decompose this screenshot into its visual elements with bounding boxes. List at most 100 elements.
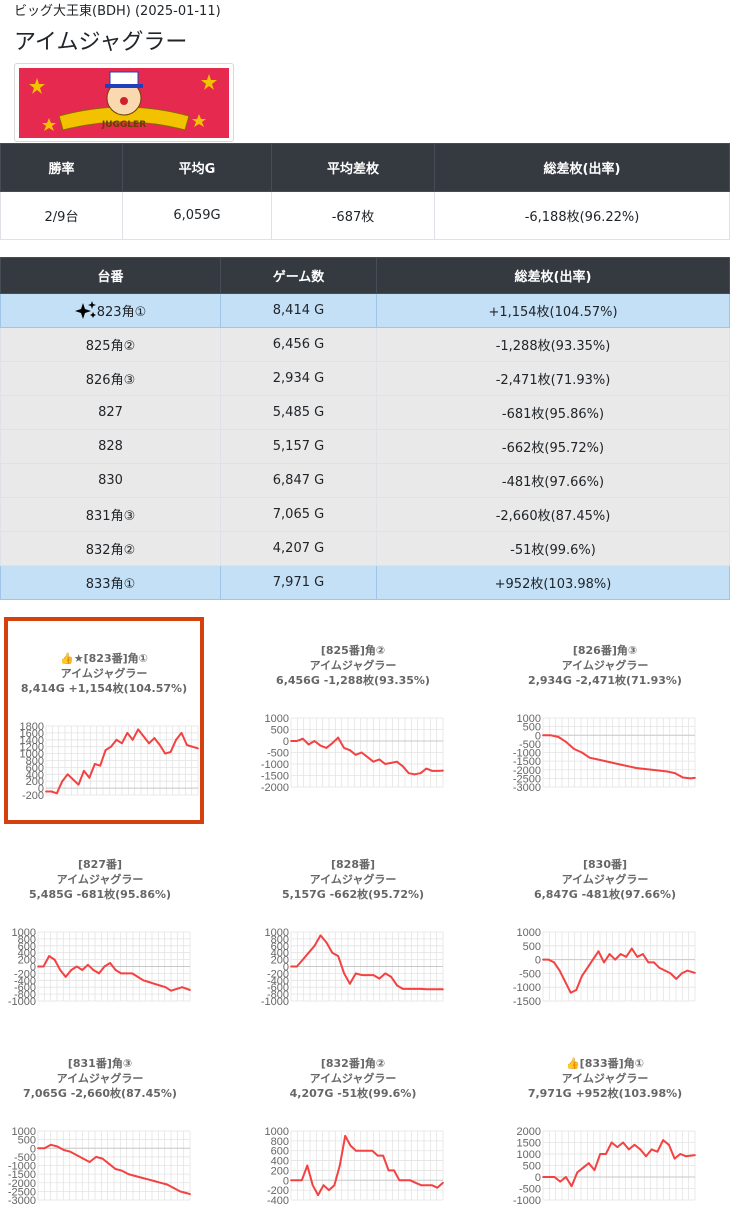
machine-number[interactable]: 831角③ [85, 509, 136, 524]
y-tick-label: -1000 [513, 1195, 541, 1207]
data-point [313, 740, 316, 742]
chart-title: [828番] [330, 858, 376, 871]
data-point [689, 777, 692, 780]
machine-row[interactable]: 823角① 8,414 G +1,154枚(104.57%) [0, 293, 730, 328]
y-tick-label: -500 [519, 968, 541, 980]
machine-diff-cell: -2,660枚(87.45%) [376, 497, 730, 532]
chart-card[interactable]: 👍[833番]角① アイムジャグラー 7,971G +952枚(103.98%) 20… [505, 1026, 705, 1226]
machine-row[interactable]: 826角③ 2,934 G -2,471枚(71.93%) [0, 361, 730, 396]
machine-number-cell[interactable]: 832角② [0, 531, 221, 566]
y-tick-label: -2000 [513, 765, 541, 777]
summary-avg-diff: -687枚 [271, 191, 435, 240]
machine-number[interactable]: 832角② [85, 543, 136, 558]
data-point [372, 974, 375, 977]
y-tick-label: -400 [267, 1195, 289, 1207]
data-point [313, 944, 316, 947]
data-point [110, 745, 112, 748]
machine-row[interactable]: 830 6,847 G -481枚(97.66%) [0, 463, 730, 498]
machine-number[interactable]: 826角③ [85, 373, 136, 388]
machine-number-cell[interactable]: 826角③ [0, 361, 221, 396]
data-point [673, 1157, 676, 1160]
data-point [587, 1162, 590, 1165]
machine-number-cell[interactable]: 823角① [0, 293, 221, 328]
data-point [104, 749, 107, 752]
y-tick-label: -2500 [8, 1186, 36, 1198]
data-point [175, 988, 178, 990]
chart-title: [827番] [77, 858, 123, 871]
y-tick-label: -800 [267, 989, 289, 1001]
y-tick-label: 200 [271, 955, 289, 967]
machine-number[interactable]: 830 [98, 473, 123, 488]
machine-number[interactable]: 825角② [85, 339, 136, 354]
machine-row[interactable]: 831角③ 7,065 G -2,660枚(87.45%) [0, 497, 730, 532]
data-point [658, 769, 661, 772]
machine-number[interactable]: 823角① [96, 305, 147, 320]
data-point [343, 972, 345, 975]
data-point [614, 958, 617, 961]
machine-number[interactable]: 827 [98, 405, 123, 420]
data-point [307, 951, 310, 954]
chart-card[interactable]: [830番] アイムジャグラー 6,847G -481枚(97.66%) 1000 50… [505, 827, 705, 1027]
data-point [378, 758, 381, 761]
summary-header-total-diff: 総差枚(出率) [434, 143, 730, 192]
data-point [301, 958, 304, 961]
data-point [92, 969, 95, 971]
data-point [137, 728, 140, 731]
machine-games-cell: 7,971 G [220, 565, 377, 600]
chart-card[interactable]: [827番] アイムジャグラー 5,485G -681枚(95.86%) 1000 80… [0, 827, 200, 1027]
machine-number-cell[interactable]: 830 [0, 463, 221, 498]
data-point [331, 742, 334, 745]
machine-number-cell[interactable]: 831角③ [0, 497, 221, 532]
data-point [301, 737, 304, 740]
machine-number[interactable]: 833角① [85, 577, 136, 592]
data-point [179, 1190, 181, 1193]
data-point [93, 763, 96, 765]
data-point [83, 769, 85, 772]
data-point [180, 732, 183, 734]
chart-card[interactable]: [832番]角② アイムジャグラー 4,207G -51枚(99.6%) 1000 80… [253, 1026, 453, 1226]
chart-subtitle: アイムジャグラー [309, 873, 397, 886]
data-point [120, 972, 123, 975]
data-point [604, 760, 607, 763]
data-point [597, 950, 600, 953]
data-point [401, 765, 404, 768]
machine-number-cell[interactable]: 827 [0, 395, 221, 430]
chart-card[interactable]: [828番] アイムジャグラー 5,157G -662枚(95.72%) 1000 80… [253, 827, 453, 1027]
data-point [407, 772, 410, 775]
machine-row[interactable]: 832角② 4,207 G -51枚(99.6%) [0, 531, 730, 566]
chart-card[interactable]: [826番]角③ アイムジャグラー 2,934G -2,471枚(71.93%) 10… [505, 613, 705, 813]
data-point [191, 745, 194, 748]
chart-card[interactable]: [831番]角③ アイムジャグラー 7,065G -2,660枚(87.45%) 10… [0, 1026, 200, 1226]
data-point [384, 763, 387, 765]
machine-number[interactable]: 828 [98, 439, 123, 454]
chart-title: [832番]角② [320, 1057, 386, 1070]
data-point [396, 984, 399, 987]
machine-row[interactable]: 828 5,157 G -662枚(95.72%) [0, 429, 730, 464]
data-point [48, 955, 50, 958]
machine-number-cell[interactable]: 825角② [0, 327, 221, 362]
data-point [442, 769, 444, 772]
machine-row[interactable]: 827 5,485 G -681枚(95.86%) [0, 395, 730, 430]
data-point [645, 1155, 647, 1158]
machine-number-cell[interactable]: 833角① [0, 565, 221, 600]
data-point [81, 969, 84, 971]
machine-number-cell[interactable]: 828 [0, 429, 221, 464]
machine-row[interactable]: 825角② 6,456 G -1,288枚(93.35%) [0, 327, 730, 362]
chart-card[interactable]: 👍★[823番]角① アイムジャグラー 8,414G +1,154枚(104.57%… [4, 617, 204, 824]
chart-header: [831番]角③ アイムジャグラー 7,065G -2,660枚(87.45%) [0, 1026, 200, 1101]
chart-card[interactable]: [825番]角② アイムジャグラー 6,456G -1,288枚(93.35%) 10… [253, 613, 453, 813]
data-point [95, 1155, 97, 1158]
data-point [114, 969, 117, 971]
chart-header: 👍[833番]角① アイムジャグラー 7,971G +952枚(103.98%) [505, 1026, 705, 1101]
machine-header-diff: 総差枚(出率) [376, 257, 730, 294]
machine-row[interactable]: 833角① 7,971 G +952枚(103.98%) [0, 565, 730, 600]
data-point [639, 1148, 642, 1151]
sparkle-icon [74, 301, 97, 320]
data-point [557, 736, 560, 738]
data-point [398, 1179, 401, 1182]
y-tick-label: -1500 [261, 771, 289, 783]
data-point [56, 1145, 59, 1148]
y-tick-label: 500 [523, 722, 541, 734]
summary-avg-games: 6,059G [122, 191, 272, 240]
